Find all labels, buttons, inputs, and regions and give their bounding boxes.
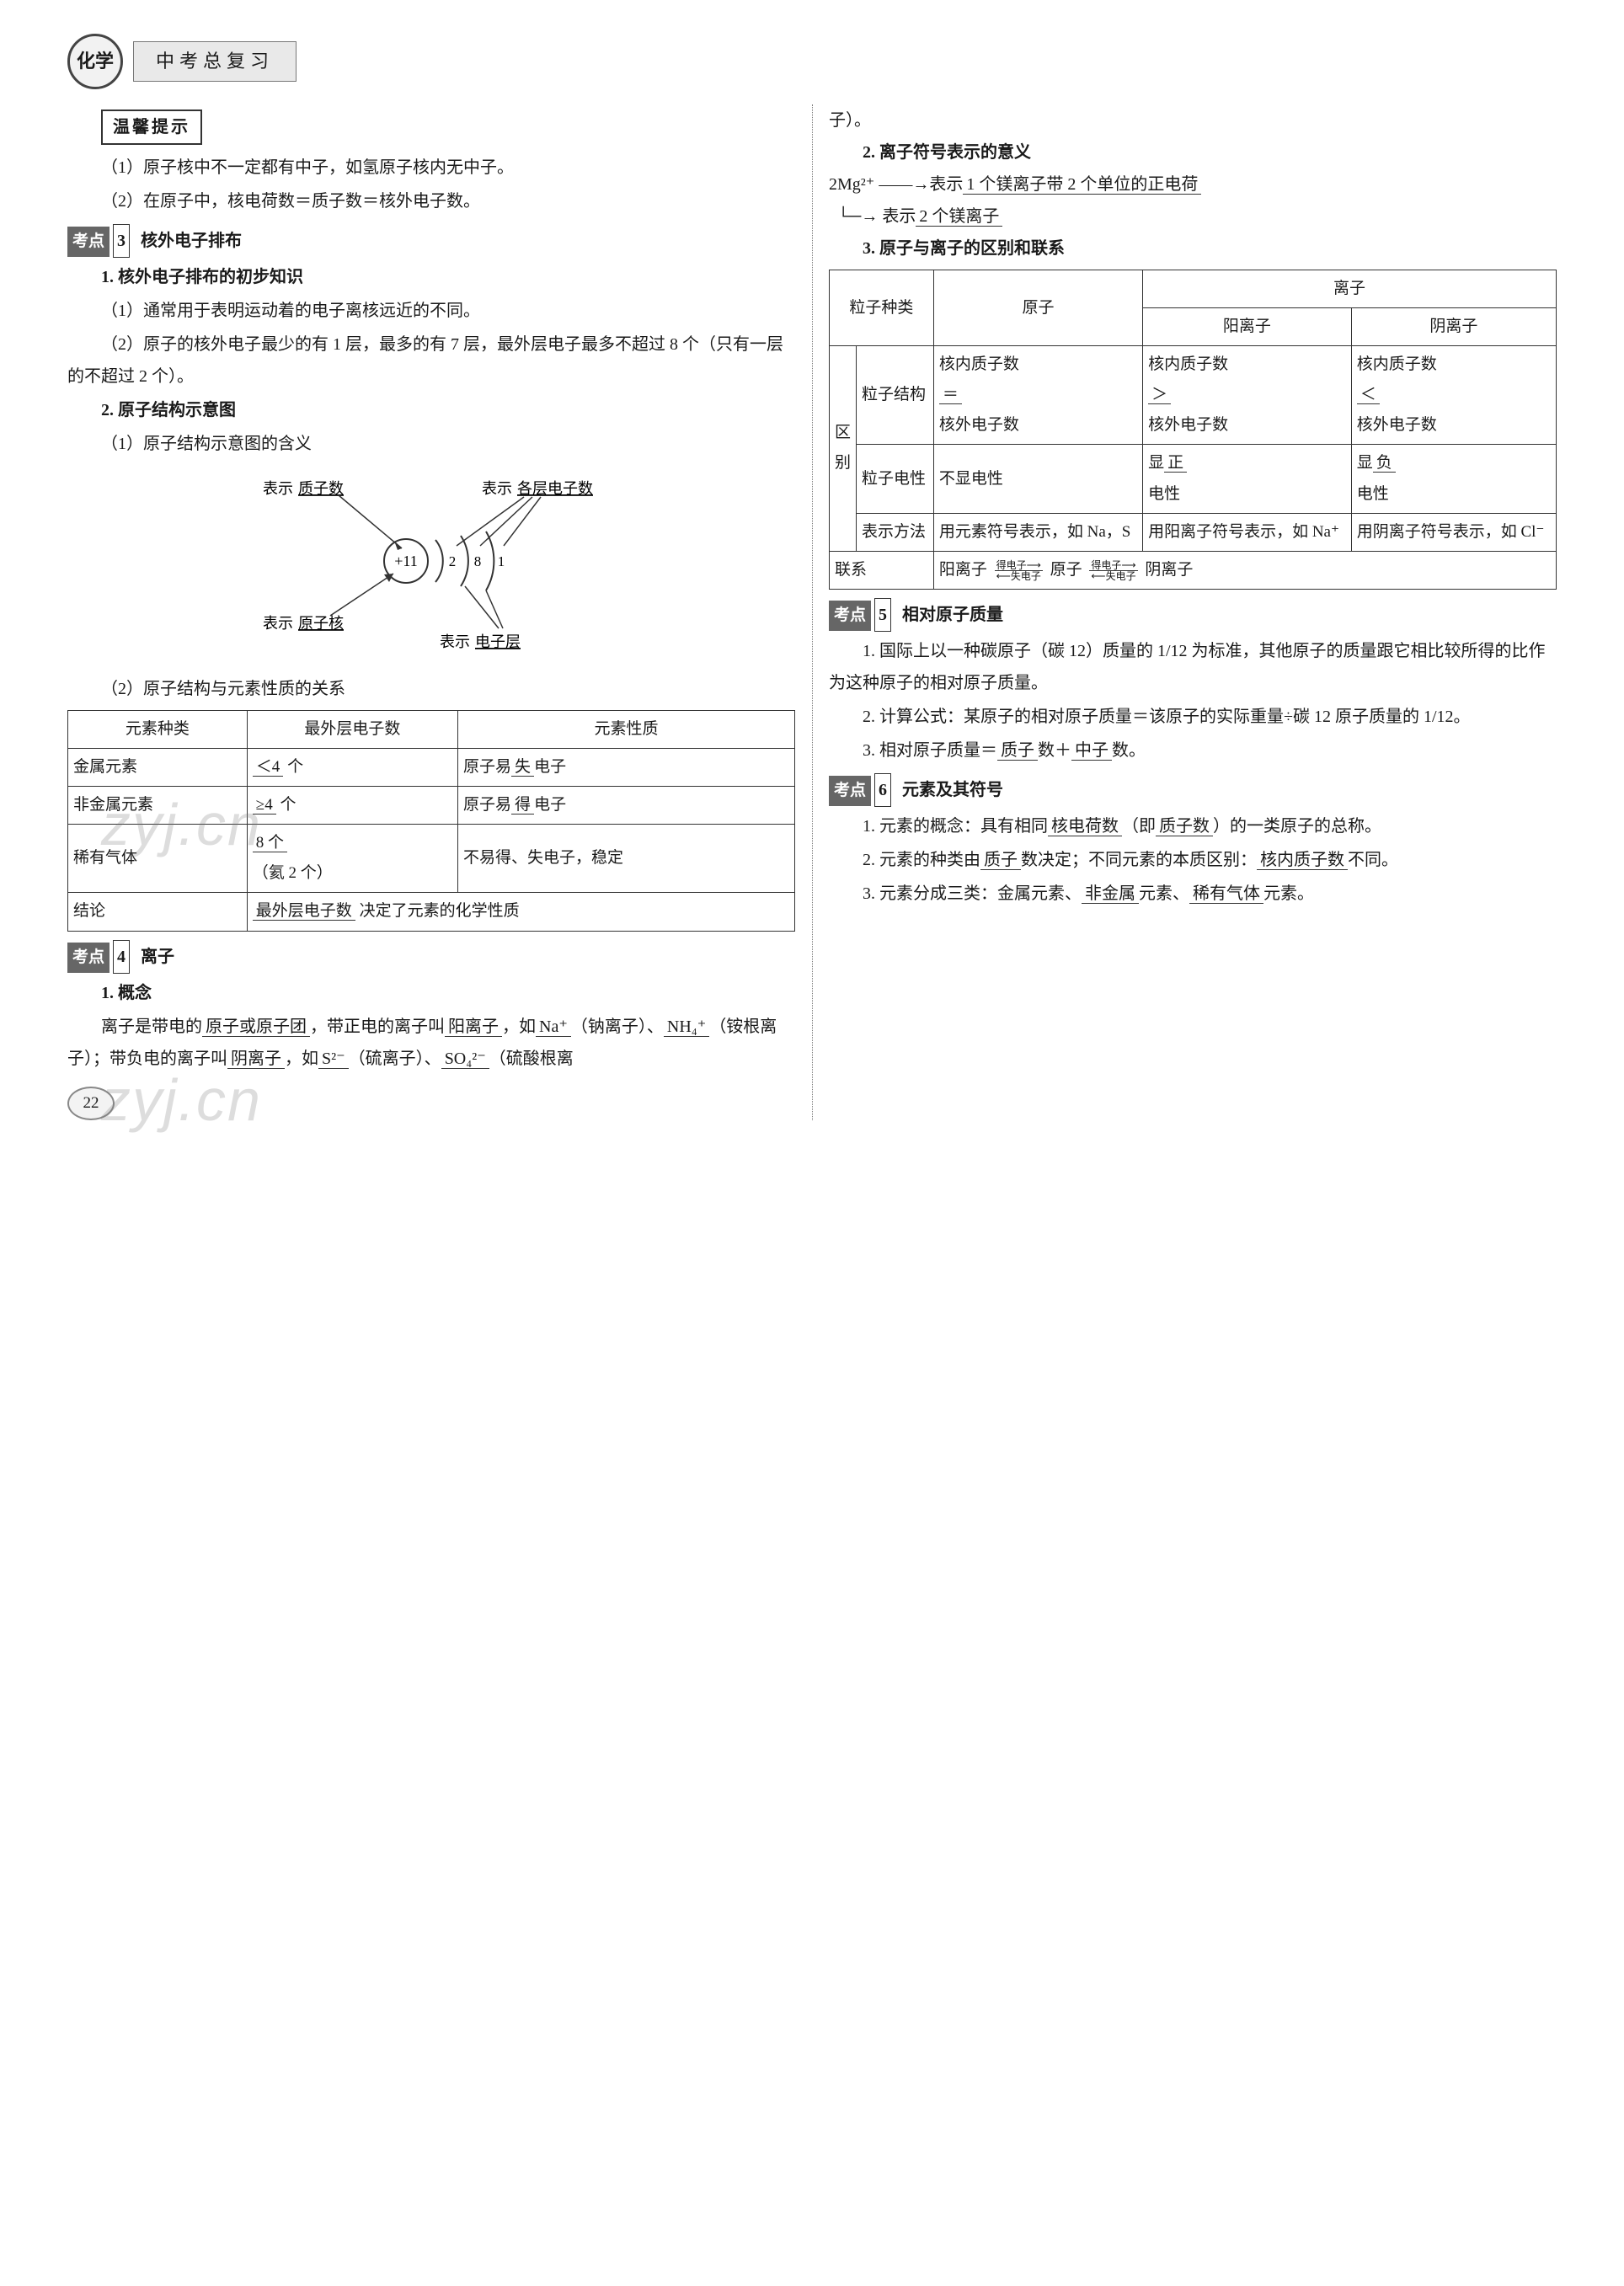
kp3-s2a: （1）原子结构示意图的含义	[67, 428, 795, 460]
tip-text-1: （1）原子核中不一定都有中子，如氢原子核内无中子。	[67, 152, 795, 184]
kp4-num: 4	[113, 940, 130, 974]
kp3-s1: 1. 核外电子排布的初步知识	[67, 261, 795, 293]
t1-h3: 元素性质	[458, 711, 795, 749]
t1-r2-c2: ≥4 个	[247, 787, 457, 825]
svg-text:质子数: 质子数	[298, 480, 344, 497]
t2-struct: 粒子结构	[857, 346, 934, 445]
t1-concl: 最外层电子数 决定了元素的化学性质	[247, 893, 794, 931]
kp5-s3: 3. 相对原子质量＝质子数＋中子数。	[829, 734, 1557, 766]
kp3-row: 考点3 核外电子排布	[67, 224, 795, 258]
t2-repr-an: 用阴离子符号表示，如 Cl⁻	[1351, 513, 1556, 551]
t1-concl-label: 结论	[68, 893, 248, 931]
svg-text:电子层: 电子层	[475, 633, 521, 650]
svg-text:+11: +11	[394, 553, 417, 569]
kp6-badge: 考点	[829, 776, 871, 806]
right-column: 子）。 2. 离子符号表示的意义 2Mg²⁺ ——→表示1 个镁离子带 2 个单…	[829, 104, 1557, 1120]
t1-h1: 元素种类	[68, 711, 248, 749]
t1-h2: 最外层电子数	[247, 711, 457, 749]
kp4-badge: 考点	[67, 943, 110, 973]
svg-text:表示: 表示	[440, 633, 470, 650]
kp4-text: 离子是带电的原子或原子团，带正电的离子叫阳离子，如Na⁺（钠离子）、NH₄⁺（铵…	[67, 1011, 795, 1075]
t1-r1-c2: ＜4 个	[247, 749, 457, 787]
kp5-s2: 2. 计算公式：某原子的相对原子质量＝该原子的实际重量÷碳 12 原子质量的 1…	[829, 701, 1557, 733]
kp6-s1: 1. 元素的概念：具有相同核电荷数（即质子数）的一类原子的总称。	[829, 810, 1557, 842]
svg-text:表示: 表示	[263, 615, 293, 632]
t2-elec-atom: 不显电性	[933, 445, 1142, 513]
t2-h-particle: 粒子种类	[830, 270, 934, 346]
page-title-box: 中考总复习	[133, 41, 296, 82]
kp4-title: 离子	[141, 948, 174, 966]
t2-diff: 区别	[830, 346, 857, 552]
kp3-s2: 2. 原子结构示意图	[67, 394, 795, 426]
t2-elec-cat: 显正电性	[1143, 445, 1352, 513]
kp4-s1: 1. 概念	[67, 977, 795, 1009]
kp3-s2b: （2）原子结构与元素性质的关系	[67, 673, 795, 705]
kp3-num: 3	[113, 224, 130, 258]
t1-r2-c1: 非金属元素	[68, 787, 248, 825]
cont-text: 子）。	[829, 104, 1557, 136]
ion-example2: └─→ 表示2 个镁离子	[829, 200, 1557, 232]
tip-text-2: （2）在原子中，核电荷数＝质子数＝核外电子数。	[67, 185, 795, 217]
svg-text:8: 8	[474, 553, 482, 569]
kp6-s2: 2. 元素的种类由质子数决定；不同元素的本质区别：核内质子数不同。	[829, 844, 1557, 876]
kp5-badge: 考点	[829, 601, 871, 631]
kp6-title: 元素及其符号	[902, 781, 1003, 799]
kp3-title: 核外电子排布	[141, 232, 242, 250]
t1-r1-c1: 金属元素	[68, 749, 248, 787]
tip-label: 温馨提示	[101, 109, 202, 145]
t2-rel: 联系	[830, 551, 934, 589]
t2-rel-text: 阳离子 得电子⟶ ⟵失电子 原子 得电子⟶ ⟵失电子 阴离子	[933, 551, 1556, 589]
ion-example: 2Mg²⁺ ——→表示1 个镁离子带 2 个单位的正电荷	[829, 168, 1557, 200]
kp3-s1a: （1）通常用于表明运动着的电子离核远近的不同。	[67, 295, 795, 327]
kp5-s1: 1. 国际上以一种碳原子（碳 12）质量的 1/12 为标准，其他原子的质量跟它…	[829, 635, 1557, 699]
t2-struct-atom: 核内质子数＝核外电子数	[933, 346, 1142, 445]
left-column: 温馨提示 （1）原子核中不一定都有中子，如氢原子核内无中子。 （2）在原子中，核…	[67, 104, 795, 1120]
t2-struct-an: 核内质子数＜核外电子数	[1351, 346, 1556, 445]
kp6-num: 6	[874, 773, 891, 807]
atom-diagram: 表示 质子数 表示 各层电子数 +11 2 8 1 表示	[67, 468, 795, 665]
t1-r3-c3: 不易得、失电子，稳定	[458, 825, 795, 893]
t2-h-atom: 原子	[933, 270, 1142, 346]
kp4-row: 考点4 离子	[67, 940, 795, 974]
t2-repr-cat: 用阳离子符号表示，如 Na⁺	[1143, 513, 1352, 551]
t2-h-cation: 阳离子	[1143, 308, 1352, 346]
element-property-table: 元素种类 最外层电子数 元素性质 金属元素 ＜4 个 原子易失电子 非金属元素 …	[67, 710, 795, 932]
t2-h-ion: 离子	[1143, 270, 1557, 308]
page-number: 22	[67, 1087, 115, 1120]
r-s2: 2. 离子符号表示的意义	[829, 136, 1557, 168]
svg-text:表示: 表示	[263, 480, 293, 497]
subject-badge: 化学	[67, 34, 123, 89]
svg-text:1: 1	[498, 553, 505, 569]
t2-struct-cat: 核内质子数＞核外电子数	[1143, 346, 1352, 445]
kp5-row: 考点5 相对原子质量	[829, 598, 1557, 632]
kp6-row: 考点6 元素及其符号	[829, 773, 1557, 807]
r-s3: 3. 原子与离子的区别和联系	[829, 232, 1557, 264]
t2-elec-an: 显负电性	[1351, 445, 1556, 513]
t1-r3-c2: 8 个（氦 2 个）	[247, 825, 457, 893]
t2-elec: 粒子电性	[857, 445, 934, 513]
svg-text:原子核: 原子核	[298, 615, 344, 632]
kp5-title: 相对原子质量	[902, 606, 1003, 624]
page-header: 化学 中考总复习	[67, 34, 1557, 89]
svg-text:各层电子数: 各层电子数	[517, 480, 593, 497]
svg-text:2: 2	[449, 553, 457, 569]
kp3-s1b: （2）原子的核外电子最少的有 1 层，最多的有 7 层，最外层电子最多不超过 8…	[67, 328, 795, 393]
atom-ion-table: 粒子种类 原子 离子 阳离子 阴离子 区别 粒子结构 核内质子数＝核外电子数 核…	[829, 270, 1557, 590]
kp6-s3: 3. 元素分成三类：金属元素、非金属元素、稀有气体元素。	[829, 878, 1557, 910]
kp5-num: 5	[874, 598, 891, 632]
svg-text:表示: 表示	[482, 480, 512, 497]
t1-r2-c3: 原子易得电子	[458, 787, 795, 825]
t2-repr-atom: 用元素符号表示，如 Na，S	[933, 513, 1142, 551]
t1-r3-c1: 稀有气体	[68, 825, 248, 893]
t2-h-anion: 阴离子	[1351, 308, 1556, 346]
t1-r1-c3: 原子易失电子	[458, 749, 795, 787]
t2-repr: 表示方法	[857, 513, 934, 551]
kp3-badge: 考点	[67, 227, 110, 257]
